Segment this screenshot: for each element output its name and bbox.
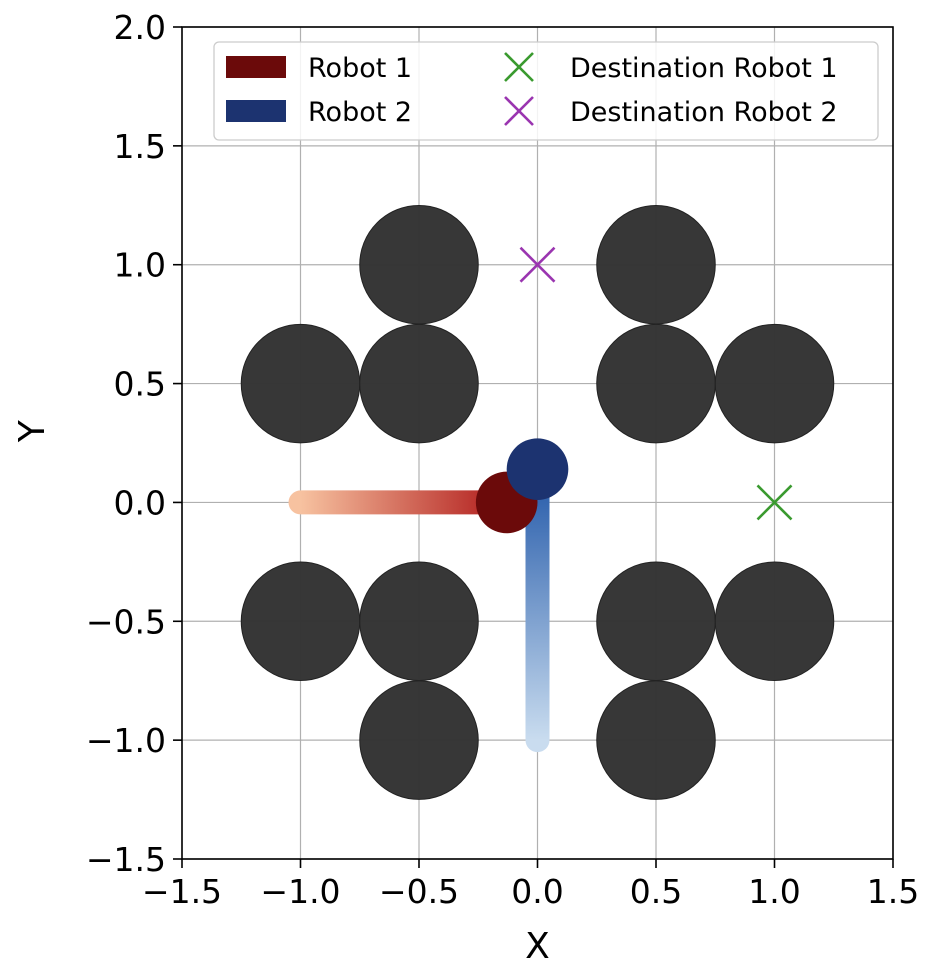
y-tick-label: −1.0 bbox=[86, 721, 166, 760]
destination-1-marker bbox=[756, 484, 793, 521]
x-tick-label: 1.5 bbox=[867, 872, 919, 911]
x-tick-label: −1.0 bbox=[260, 872, 340, 911]
obstacle bbox=[240, 561, 361, 682]
obstacle bbox=[359, 561, 479, 682]
x-tick-label: 1.0 bbox=[748, 872, 800, 911]
y-tick-label: −0.5 bbox=[86, 602, 166, 641]
y-tick-label: 1.0 bbox=[114, 246, 166, 285]
legend-marker-destination-robot-1 bbox=[504, 52, 534, 82]
obstacle bbox=[359, 680, 479, 800]
obstacle bbox=[596, 561, 716, 682]
legend-label-destination-robot-2: Destination Robot 2 bbox=[570, 97, 838, 128]
ticks: −1.5 −1.0 −0.5 0.0 0.5 1.0 1.5 −1.5 −1.0 −0.5 0.0 0… bbox=[86, 8, 919, 911]
legend-label-robot-2: Robot 2 bbox=[308, 97, 412, 128]
x-tick-label: 0.5 bbox=[630, 872, 682, 911]
destination-markers bbox=[519, 246, 793, 521]
legend: Robot 1 Robot 2 Destination Robot 1 Dest… bbox=[213, 41, 879, 141]
x-tick-label: −0.5 bbox=[379, 872, 459, 911]
obstacle bbox=[359, 204, 479, 325]
y-tick-label: −1.5 bbox=[86, 840, 166, 879]
y-tick-label: 0.5 bbox=[114, 365, 166, 404]
obstacle bbox=[596, 323, 716, 444]
obstacle bbox=[714, 561, 835, 682]
destination-2-marker bbox=[519, 246, 556, 283]
legend-swatch-robot-2 bbox=[226, 100, 286, 122]
obstacles bbox=[240, 204, 835, 800]
legend-cross bbox=[504, 52, 534, 82]
robot-paths bbox=[288, 457, 550, 753]
y-axis-label: Y bbox=[12, 419, 53, 443]
x-tick-label: −1.5 bbox=[142, 872, 222, 911]
legend-swatch-robot-1 bbox=[226, 56, 286, 78]
y-tick-label: 2.0 bbox=[114, 8, 166, 47]
y-tick-label: 1.5 bbox=[114, 127, 166, 166]
legend-box bbox=[213, 41, 879, 141]
x-axis-label: X bbox=[525, 926, 550, 967]
obstacle bbox=[714, 323, 835, 444]
legend-label-robot-1: Robot 1 bbox=[308, 53, 412, 84]
obstacle bbox=[596, 680, 716, 800]
obstacle bbox=[596, 204, 716, 325]
obstacle bbox=[240, 323, 361, 444]
obstacle bbox=[359, 323, 479, 444]
x-tick-label: 0.0 bbox=[511, 872, 563, 911]
legend-marker-destination-robot-2 bbox=[504, 96, 534, 126]
robots bbox=[475, 438, 569, 534]
legend-cross bbox=[504, 96, 534, 126]
robot-2-marker bbox=[506, 438, 569, 500]
y-tick-label: 0.0 bbox=[114, 483, 166, 522]
legend-label-destination-robot-1: Destination Robot 1 bbox=[570, 53, 838, 84]
